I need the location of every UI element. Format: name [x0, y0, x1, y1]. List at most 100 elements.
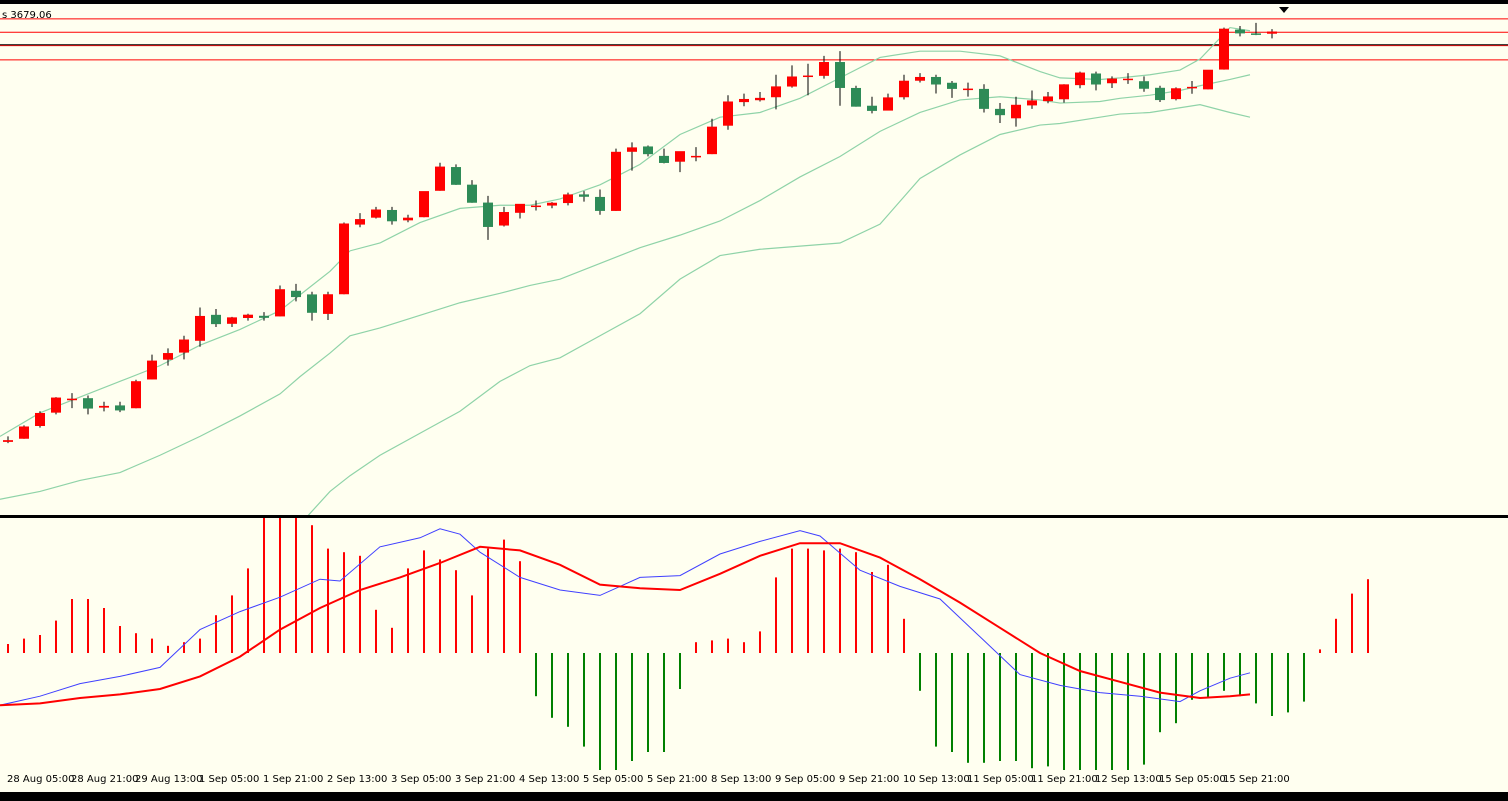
candle-body	[1219, 28, 1229, 70]
candle[interactable]	[579, 191, 589, 202]
candle[interactable]	[739, 93, 749, 107]
candle[interactable]	[1155, 85, 1165, 102]
candle[interactable]	[595, 189, 605, 215]
candle[interactable]	[883, 93, 893, 111]
candle[interactable]	[243, 313, 253, 321]
candle-body	[51, 397, 61, 413]
candle[interactable]	[339, 222, 349, 295]
scroll-position-marker-icon[interactable]	[1279, 7, 1289, 13]
candle[interactable]	[147, 354, 157, 380]
candle[interactable]	[1123, 73, 1133, 84]
candle-body	[355, 219, 365, 225]
candle[interactable]	[1027, 90, 1037, 109]
candle[interactable]	[227, 316, 237, 327]
candle[interactable]	[179, 335, 189, 360]
candle[interactable]	[1251, 22, 1261, 36]
candle-body	[1027, 100, 1037, 106]
candle[interactable]	[1267, 29, 1277, 39]
candle[interactable]	[1043, 92, 1053, 104]
time-axis-label: 11 Sep 05:00	[967, 774, 1034, 785]
candle-body	[1171, 88, 1181, 100]
candle[interactable]	[1219, 27, 1229, 70]
candle[interactable]	[483, 195, 493, 240]
candle[interactable]	[1091, 71, 1101, 91]
candle-body	[371, 209, 381, 218]
candle[interactable]	[931, 74, 941, 94]
candle[interactable]	[275, 285, 285, 317]
candle[interactable]	[499, 206, 509, 227]
candle[interactable]	[803, 63, 813, 96]
candle[interactable]	[371, 206, 381, 219]
candle[interactable]	[67, 393, 77, 409]
candle[interactable]	[643, 145, 653, 157]
candle[interactable]	[3, 436, 13, 444]
candle-body	[915, 76, 925, 81]
candle-body	[451, 167, 461, 185]
candle-body	[579, 194, 589, 197]
candle[interactable]	[1075, 71, 1085, 89]
candle[interactable]	[1235, 26, 1245, 37]
macd-indicator-panel[interactable]	[0, 518, 1508, 770]
candle[interactable]	[291, 283, 301, 302]
candle[interactable]	[819, 55, 829, 79]
candle[interactable]	[835, 51, 845, 106]
candle[interactable]	[963, 82, 973, 97]
candle[interactable]	[195, 307, 205, 347]
candle[interactable]	[755, 92, 765, 102]
candle-body	[291, 290, 301, 298]
candle[interactable]	[83, 395, 93, 415]
time-axis-label: 15 Sep 05:00	[1159, 774, 1226, 785]
candle[interactable]	[611, 148, 621, 211]
candle[interactable]	[787, 65, 797, 88]
candle[interactable]	[659, 148, 669, 164]
candle[interactable]	[723, 95, 733, 130]
candle[interactable]	[627, 142, 637, 171]
candle[interactable]	[355, 213, 365, 228]
candle[interactable]	[19, 425, 29, 439]
candle[interactable]	[531, 200, 541, 211]
candle[interactable]	[1187, 81, 1197, 94]
candle-body	[1059, 84, 1069, 100]
candle[interactable]	[771, 74, 781, 110]
candle[interactable]	[323, 291, 333, 321]
candle[interactable]	[563, 192, 573, 206]
candle[interactable]	[1107, 76, 1117, 88]
candle[interactable]	[259, 312, 269, 321]
candle[interactable]	[403, 214, 413, 223]
candle[interactable]	[899, 74, 909, 100]
candle[interactable]	[435, 162, 445, 191]
candle[interactable]	[947, 81, 957, 98]
candle-body	[19, 426, 29, 439]
candle[interactable]	[131, 379, 141, 409]
candle[interactable]	[99, 401, 109, 412]
candle[interactable]	[307, 291, 317, 321]
candle[interactable]	[1011, 96, 1021, 127]
candle[interactable]	[675, 151, 685, 173]
candle[interactable]	[1203, 69, 1213, 90]
candle[interactable]	[211, 309, 221, 327]
candle[interactable]	[915, 73, 925, 83]
candle[interactable]	[35, 411, 45, 428]
candle[interactable]	[1139, 76, 1149, 92]
candle[interactable]	[851, 85, 861, 107]
candle[interactable]	[419, 191, 429, 218]
candle[interactable]	[707, 118, 717, 155]
main-price-chart[interactable]: s 3679.06	[0, 4, 1508, 515]
candle[interactable]	[995, 103, 1005, 124]
candle[interactable]	[691, 147, 701, 162]
candle[interactable]	[163, 348, 173, 366]
candle[interactable]	[547, 202, 557, 209]
candle[interactable]	[51, 397, 61, 415]
macd-plot	[0, 518, 1369, 770]
candle[interactable]	[515, 203, 525, 219]
candle[interactable]	[451, 164, 461, 185]
candle[interactable]	[867, 96, 877, 114]
time-axis-label: 3 Sep 05:00	[391, 774, 452, 785]
candle[interactable]	[115, 401, 125, 413]
candle[interactable]	[979, 84, 989, 113]
candle[interactable]	[1171, 87, 1181, 101]
time-axis-label: 9 Sep 05:00	[775, 774, 836, 785]
candle[interactable]	[1059, 84, 1069, 103]
candle[interactable]	[467, 180, 477, 203]
candle[interactable]	[387, 206, 397, 225]
